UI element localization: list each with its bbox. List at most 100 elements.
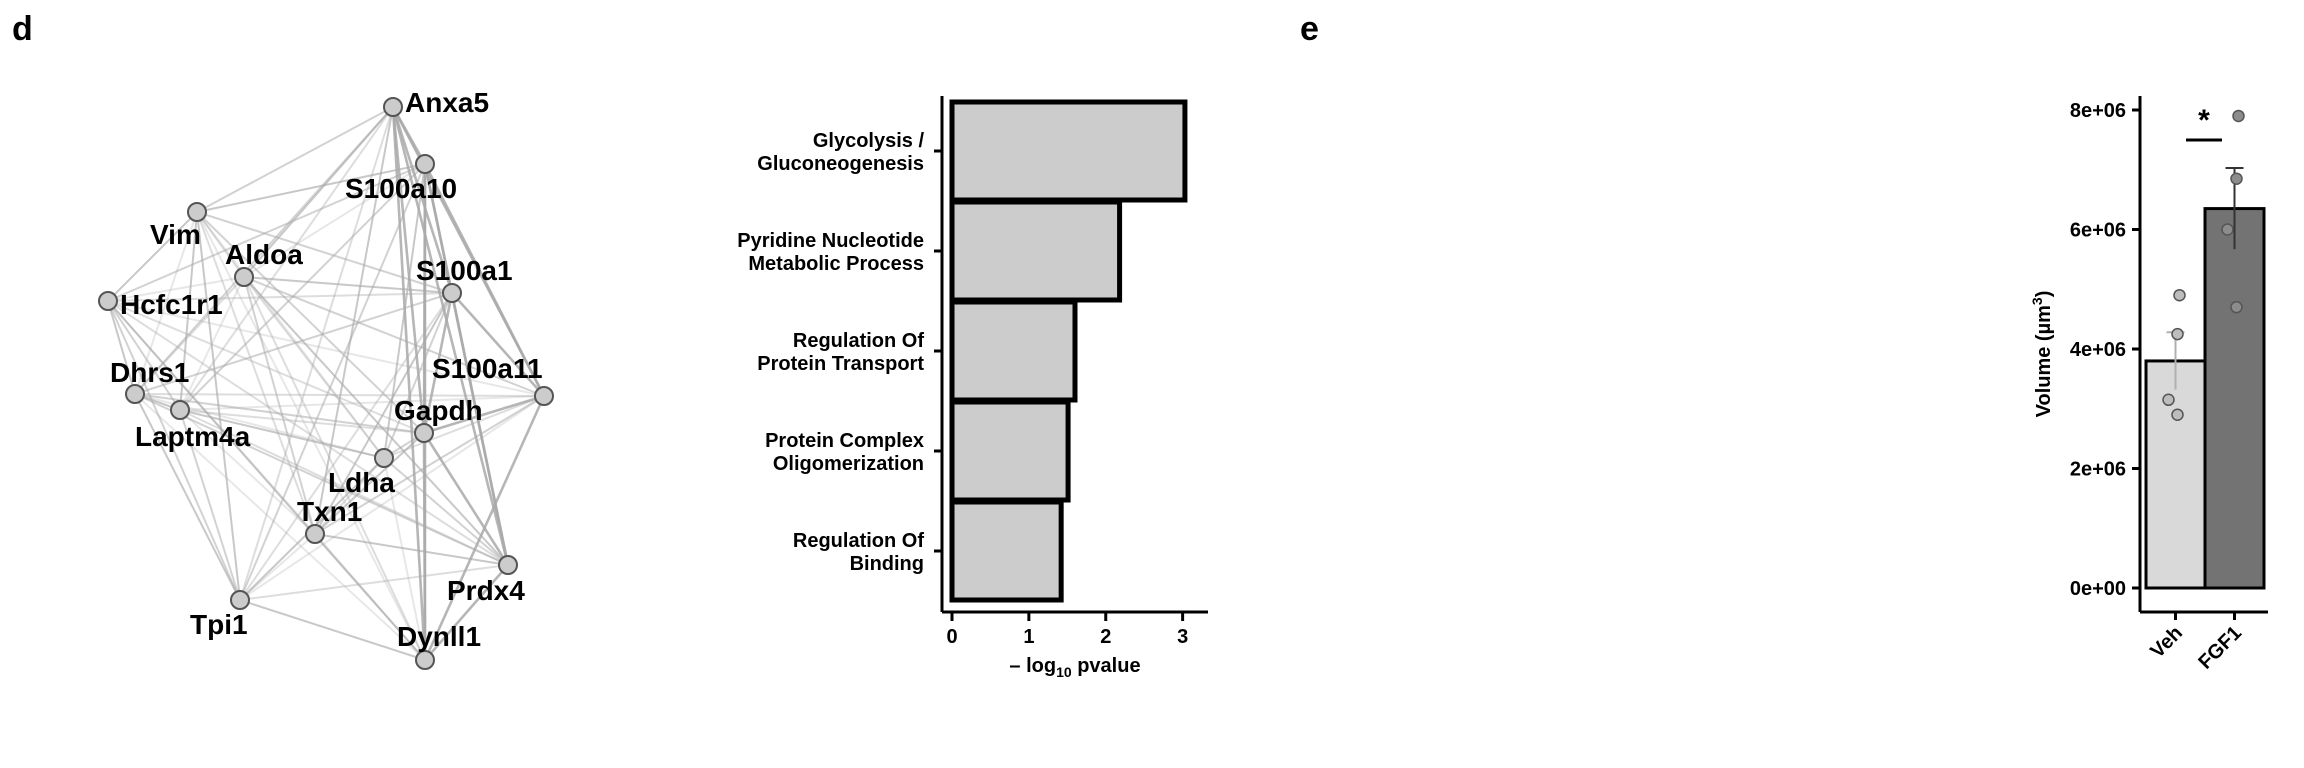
network-edge <box>107 300 241 601</box>
network-edge <box>134 106 394 395</box>
network-edge <box>196 211 316 535</box>
network-edge <box>179 106 394 411</box>
network-edge <box>134 211 198 395</box>
node-label-vim: Vim <box>150 219 201 250</box>
network-edge <box>107 300 181 411</box>
network-edge <box>243 276 316 535</box>
network-edge <box>383 395 545 459</box>
network-edge <box>107 300 136 395</box>
node-label-tpi1: Tpi1 <box>190 609 248 640</box>
enrichment-x-axis-title: – log10 pvalue <box>1009 655 1140 680</box>
enrichment-category-line2: Oligomerization <box>773 453 924 475</box>
enrichment-category-line1: Protein Complex <box>765 430 924 452</box>
enrichment-category-line2: Gluconeogenesis <box>757 153 924 175</box>
data-point <box>2171 327 2184 341</box>
network-edge <box>134 292 453 395</box>
network-edge <box>239 395 545 601</box>
network-edge <box>239 292 453 601</box>
network-edge <box>424 564 509 661</box>
enrichment-category-labels: Glycolysis /Gluconeogenesis Pyridine Nucl… <box>737 130 942 575</box>
enrichment-x-tick-label: 0 <box>946 626 957 648</box>
node-label-aldoa: Aldoa <box>225 239 303 270</box>
enrichment-category-line1: Regulation Of <box>793 330 924 352</box>
network-edges <box>107 106 546 661</box>
protein-network: Anxa5 S100a10 Vim Aldoa S100a1 Hcfc1r1 Dhrs1 S1… <box>98 87 554 670</box>
volume-y-tick-label: 8e+06 <box>2070 100 2126 122</box>
network-edge <box>107 300 545 397</box>
network-edge <box>243 163 426 278</box>
network-edge <box>383 457 426 661</box>
network-edge <box>314 533 426 661</box>
node-s100a1 <box>442 283 462 303</box>
network-edge <box>179 409 509 566</box>
network-edge <box>383 163 426 459</box>
enrichment-x-tick-label: 2 <box>1100 626 1111 648</box>
network-edge <box>134 393 545 397</box>
node-dhrs1 <box>125 384 145 404</box>
network-edge <box>422 432 427 661</box>
network-edge <box>239 163 426 601</box>
volume-bar-fgf1 <box>2203 207 2266 590</box>
enrichment-x-tick-label: 1 <box>1023 626 1034 648</box>
node-tpi1 <box>230 590 250 610</box>
panel-label-d: d <box>12 10 33 48</box>
node-laptm4a <box>170 400 190 420</box>
node-label-prdx4: Prdx4 <box>447 575 525 606</box>
network-edge <box>107 163 426 302</box>
node-anxa5 <box>383 97 403 117</box>
network-nodes: Anxa5 S100a10 Vim Aldoa S100a1 Hcfc1r1 Dhrs1 S1… <box>98 87 554 670</box>
network-edge <box>134 393 509 566</box>
network-edge <box>134 393 426 661</box>
node-label-hcfc1r1: Hcfc1r1 <box>120 289 223 320</box>
enrichment-bar <box>949 199 1123 303</box>
network-edge <box>314 292 453 535</box>
panel-label-e: e <box>1300 10 1319 48</box>
network-edge <box>196 163 426 213</box>
node-aldoa <box>234 267 254 287</box>
network-edge <box>107 300 509 566</box>
node-label-s100a11: S100a11 <box>432 353 543 384</box>
network-edge <box>179 409 385 459</box>
node-txn1 <box>305 524 325 544</box>
network-edge <box>391 106 454 294</box>
data-point <box>2162 393 2175 407</box>
node-label-laptm4a: Laptm4a <box>135 421 251 452</box>
network-edge <box>239 564 509 601</box>
enrichment-category-line1: Pyridine Nucleotide <box>737 230 924 252</box>
volume-y-tick-label: 2e+06 <box>2070 459 2126 481</box>
network-edge <box>196 211 425 434</box>
enrichment-bars <box>949 99 1188 603</box>
network-edge <box>196 211 245 278</box>
network-edge <box>179 409 425 434</box>
node-label-dynll1: Dynll1 <box>397 621 481 652</box>
network-edge <box>179 409 316 535</box>
network-edge <box>314 395 545 535</box>
data-point <box>2171 408 2184 421</box>
network-edge <box>391 106 510 566</box>
volume-x-label-veh: Veh <box>2146 622 2187 663</box>
node-label-s100a10: S100a10 <box>345 173 457 204</box>
enrichment-bar <box>949 299 1078 403</box>
network-edge <box>423 394 545 435</box>
network-edge <box>243 276 509 566</box>
data-point <box>2230 172 2243 185</box>
network-edge <box>423 163 546 397</box>
network-edge <box>179 409 241 601</box>
network-edge <box>239 599 426 661</box>
node-label-txn1: Txn1 <box>297 496 362 527</box>
volume-bar-chart: 0e+00 2e+06 4e+06 6e+06 8e+06 Veh FGF1 * Volu… <box>2029 96 2268 674</box>
volume-x-label-fgf1: FGF1 <box>2194 622 2246 674</box>
network-edge <box>314 432 425 535</box>
network-edge <box>134 393 241 601</box>
network-edge <box>243 276 453 294</box>
enrichment-bar <box>949 99 1188 203</box>
node-dynll1 <box>415 650 435 670</box>
volume-y-tick-label: 4e+06 <box>2070 339 2126 361</box>
volume-x-categories: Veh FGF1 <box>2146 612 2246 674</box>
enrichment-bar-chart: Glycolysis /Gluconeogenesis Pyridine Nucl… <box>737 96 1208 680</box>
network-edge <box>196 211 426 661</box>
node-gapdh <box>414 423 434 443</box>
network-edge <box>179 276 245 411</box>
node-label-ldha: Ldha <box>328 467 395 498</box>
